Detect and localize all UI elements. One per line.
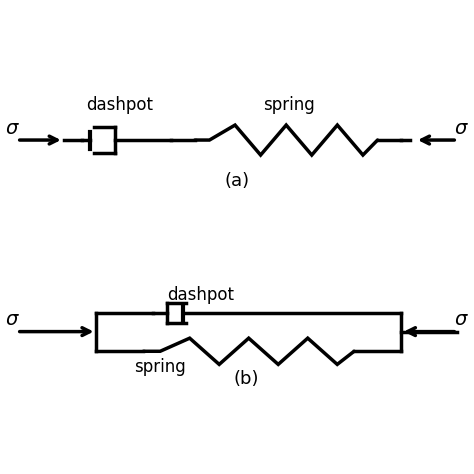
- Text: spring: spring: [263, 96, 314, 114]
- Text: σ: σ: [5, 119, 18, 138]
- Text: dashpot: dashpot: [86, 96, 154, 114]
- Text: (b): (b): [234, 370, 259, 388]
- Text: (a): (a): [224, 172, 250, 190]
- Text: spring: spring: [134, 358, 186, 376]
- Text: σ: σ: [5, 310, 18, 329]
- Text: σ: σ: [454, 310, 466, 329]
- Text: dashpot: dashpot: [167, 286, 234, 304]
- Text: σ: σ: [454, 119, 466, 138]
